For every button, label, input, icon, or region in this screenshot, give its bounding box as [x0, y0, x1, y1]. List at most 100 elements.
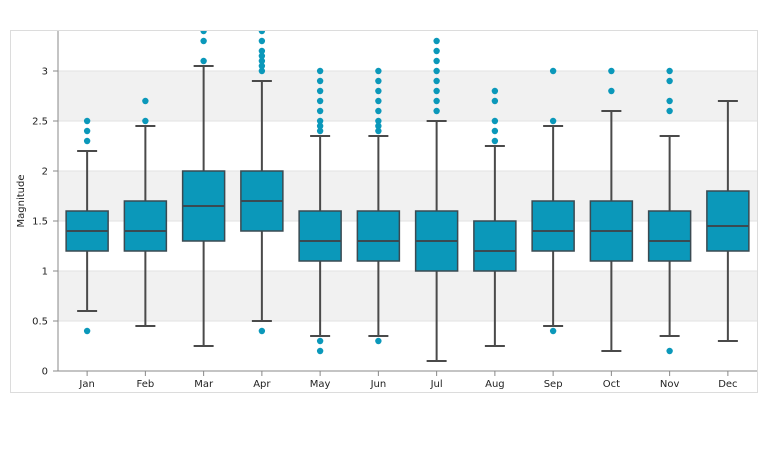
outlier-point	[316, 97, 324, 105]
y-tick-label: 0.5	[32, 317, 48, 328]
x-tick-label: Jul	[430, 379, 443, 390]
box-oct	[589, 67, 634, 352]
outlier-point	[666, 107, 673, 115]
outlier-point	[433, 67, 440, 75]
outlier-point	[258, 47, 266, 55]
outlier-point	[433, 77, 440, 85]
outlier-point	[491, 137, 499, 145]
x-tick-label: Jun	[370, 379, 387, 390]
outlier-point	[200, 57, 207, 65]
outlier-point	[666, 67, 673, 75]
outlier-point	[549, 327, 557, 335]
outlier-point	[491, 97, 499, 105]
outlier-point	[549, 117, 557, 125]
y-axis-ticks: 0 0.5 1 1.5 2 2.5 3	[32, 67, 58, 378]
y-tick-label: 1	[42, 267, 48, 278]
x-tick-label: Feb	[137, 379, 155, 390]
outlier-point	[375, 117, 382, 125]
outlier-point	[200, 31, 207, 35]
x-tick-label: Aug	[485, 379, 505, 390]
outlier-point	[200, 37, 207, 45]
x-tick-label: Jan	[78, 379, 94, 390]
outlier-point	[375, 67, 382, 75]
outlier-point	[316, 67, 324, 75]
outlier-point	[83, 117, 91, 125]
outlier-point	[316, 77, 324, 85]
outlier-point	[258, 67, 266, 75]
iqr-box	[706, 190, 750, 252]
outlier-point	[83, 137, 91, 145]
box-nov	[647, 67, 692, 355]
box-apr	[240, 31, 284, 335]
outlier-point	[258, 327, 266, 335]
outlier-point	[258, 52, 266, 60]
outlier-point	[608, 67, 615, 75]
box-sep	[531, 67, 575, 335]
outlier-point	[375, 87, 382, 95]
grid-band	[58, 171, 757, 221]
x-tick-label: Dec	[718, 379, 737, 390]
outlier-point	[316, 337, 324, 345]
outlier-point	[258, 37, 266, 45]
outlier-point	[491, 117, 499, 125]
outlier-point	[375, 122, 382, 130]
outlier-point	[433, 97, 440, 105]
axes	[57, 31, 757, 372]
iqr-box	[356, 210, 401, 262]
outlier-point	[375, 77, 382, 85]
outlier-point	[433, 47, 440, 55]
outlier-point	[316, 117, 324, 125]
outlier-point	[316, 347, 324, 355]
box-feb	[123, 97, 168, 327]
outlier-point	[142, 97, 149, 105]
outlier-point	[258, 57, 266, 65]
y-tick-label: 1.5	[32, 217, 48, 228]
x-tick-label: Mar	[194, 379, 214, 390]
outlier-point	[142, 117, 149, 125]
outlier-point	[83, 327, 91, 335]
box-mar	[181, 31, 226, 347]
outlier-point	[375, 337, 382, 345]
outlier-point	[433, 87, 440, 95]
x-tick-label: Sep	[544, 379, 563, 390]
x-tick-label: Nov	[660, 379, 680, 390]
outlier-point	[433, 57, 440, 65]
boxes	[65, 31, 750, 362]
grid-bands	[58, 70, 757, 372]
outlier-point	[258, 62, 266, 70]
grid-band	[58, 271, 757, 321]
iqr-box	[647, 210, 692, 262]
box-jul	[414, 37, 459, 362]
outlier-point	[666, 97, 673, 105]
outlier-point	[258, 31, 266, 35]
iqr-box	[298, 210, 342, 262]
outlier-point	[608, 87, 615, 95]
y-tick-label: 2.5	[32, 117, 48, 128]
x-tick-label: Apr	[253, 379, 271, 390]
outlier-point	[666, 347, 673, 355]
grid-band	[58, 71, 757, 121]
box-jan	[65, 117, 109, 335]
x-tick-label: May	[310, 379, 331, 390]
box-dec	[706, 100, 750, 342]
y-axis-title: Magnitude	[16, 175, 27, 228]
outlier-point	[491, 87, 499, 95]
y-tick-label: 0	[42, 367, 48, 378]
x-tick-label: Oct	[603, 379, 620, 390]
box-may	[298, 67, 342, 355]
outlier-point	[491, 127, 499, 135]
outlier-point	[666, 77, 673, 85]
box-aug	[473, 87, 517, 347]
outlier-point	[316, 87, 324, 95]
outlier-point	[375, 97, 382, 105]
x-axis-ticks: Jan Feb Mar Apr May Jun Jul Aug Sep Oct Nov Dec	[78, 371, 738, 390]
outlier-point	[433, 37, 440, 45]
outlier-point	[375, 127, 382, 135]
outlier-point	[316, 107, 324, 115]
outlier-point	[549, 67, 557, 75]
outlier-point	[433, 107, 440, 115]
y-tick-label: 3	[42, 67, 48, 78]
chart-frame: 0 0.5 1 1.5 2 2.5 3 Jan Feb Mar Apr May Jun Jul Aug Se…	[10, 30, 758, 393]
outlier-point	[83, 127, 91, 135]
outlier-point	[316, 122, 324, 130]
